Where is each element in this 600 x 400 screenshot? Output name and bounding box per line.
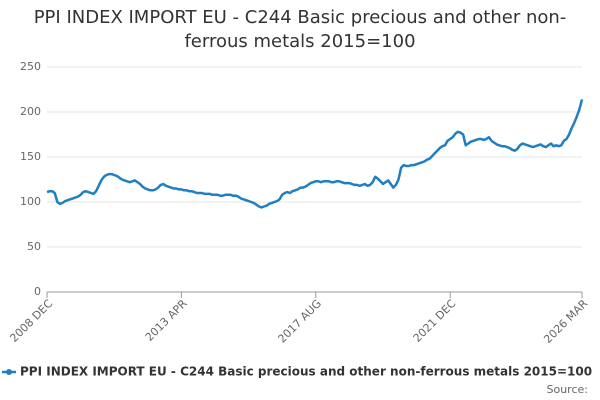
x-tick-label: 2013 APR xyxy=(143,297,190,344)
source: Source: xyxy=(547,383,589,396)
line xyxy=(46,99,584,209)
y-tick-label: 50 xyxy=(27,240,41,253)
legend-dot xyxy=(6,369,12,375)
x-tick-label: 2021 DEC xyxy=(411,297,459,345)
legend-label: PPI INDEX IMPORT EU - C244 Basic preciou… xyxy=(20,365,592,379)
y-tick-label: 150 xyxy=(20,150,41,163)
y-tick-label: 100 xyxy=(20,195,41,208)
x-tick-label: 2008 DEC xyxy=(7,297,55,345)
y-tick-label: 200 xyxy=(20,105,41,118)
x-tick-label: 2026 MAR xyxy=(541,297,590,346)
y-tick-label: 0 xyxy=(34,285,41,298)
y-tick-label: 250 xyxy=(20,60,41,73)
chart-title: PPI INDEX IMPORT EU - C244 Basic preciou… xyxy=(33,7,567,52)
x-tick-label: 2017 AUG xyxy=(276,297,325,346)
